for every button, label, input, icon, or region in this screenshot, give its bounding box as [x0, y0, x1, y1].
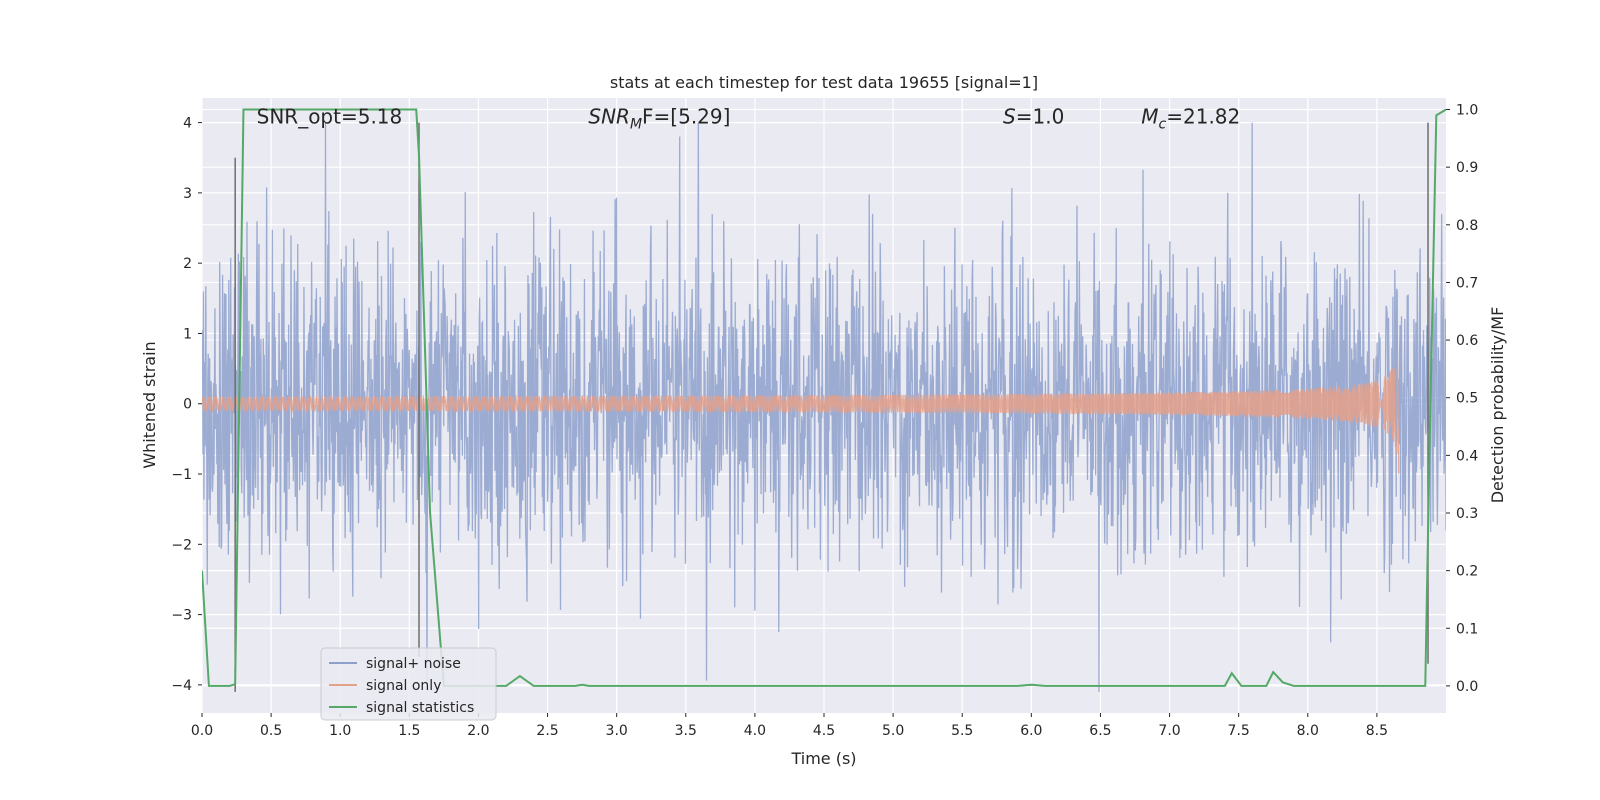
statistics-line [202, 108, 1446, 687]
annotation-subscript: M [630, 117, 642, 133]
x-tick-label: 3.0 [606, 723, 628, 739]
chirp-line [202, 358, 1400, 474]
x-tick-label: 0.5 [260, 723, 282, 739]
y2-tick-label: 0.9 [1456, 160, 1478, 176]
y-tick-label: −4 [171, 678, 192, 694]
y2-tick-label: 0.1 [1456, 621, 1478, 637]
y2-tick-label: 0.8 [1456, 218, 1478, 234]
x-tick-label: 8.0 [1297, 723, 1319, 739]
y2-tick-label: 0.4 [1456, 448, 1478, 464]
chart-title: stats at each timestep for test data 196… [610, 73, 1038, 92]
x-tick-label: 8.5 [1366, 723, 1388, 739]
annotation-value: =21.82 [1166, 105, 1240, 129]
y-tick-label: 4 [183, 116, 192, 132]
x-tick-label: 6.5 [1089, 723, 1111, 739]
x-tick-label: 5.0 [882, 723, 904, 739]
annotation-subscript: c [1159, 117, 1167, 133]
x-tick-label: 4.5 [813, 723, 835, 739]
annotation-value: =1.0 [1016, 105, 1065, 129]
y-tick-label: 3 [183, 186, 192, 202]
legend: signal+ noise signal only signal statistic… [320, 647, 497, 721]
x-tick-label: 1.5 [398, 723, 420, 739]
x-axis-title: Time (s) [790, 749, 856, 768]
annotation: SNRMF=[5.29] [588, 105, 730, 133]
x-tick-label: 2.0 [467, 723, 489, 739]
y2-tick-label: 0.0 [1456, 679, 1478, 695]
annotation-symbol: M [1141, 105, 1158, 129]
x-tick-label: 7.5 [1228, 723, 1250, 739]
y-tick-label: 2 [183, 256, 192, 272]
y-axis-title: Whitened strain [140, 341, 159, 468]
y2-tick-label: 0.7 [1456, 275, 1478, 291]
y-tick-label: −3 [171, 608, 192, 624]
y2-axis-title: Detection probability/MF [1488, 307, 1507, 504]
annotation: Mc=21.82 [1141, 105, 1240, 133]
x-tick-label: 7.0 [1158, 723, 1180, 739]
legend-label: signal statistics [366, 700, 474, 716]
x-tick-label: 6.0 [1020, 723, 1042, 739]
annotation-symbol: SNR [588, 105, 630, 129]
signal-statistics-series [202, 108, 1446, 687]
signal-only-series [202, 358, 1400, 474]
y2-tick-label: 1.0 [1456, 103, 1478, 119]
y2-tick-label: 0.3 [1456, 506, 1478, 522]
x-tick-label: 5.5 [951, 723, 973, 739]
y2-tick-label: 0.2 [1456, 564, 1478, 580]
axes: 0.0 0.5 1.0 1.5 2.0 2.5 3.0 3.5 4.0 4.5 5.0 5.5 6.0 6… [171, 103, 1478, 739]
y-tick-label: 0 [183, 397, 192, 413]
x-tick-label: 2.5 [536, 723, 558, 739]
x-tick-label: 0.0 [191, 723, 213, 739]
x-tick-label: 1.0 [329, 723, 351, 739]
annotation-symbol: S [1003, 105, 1016, 129]
y2-tick-label: 0.6 [1456, 333, 1478, 349]
annotations: SNR_opt=5.18 SNRMF=[5.29] S=1.0 Mc=21.82 [257, 105, 1241, 133]
x-tick-label: 4.0 [744, 723, 766, 739]
x-tick-label: 3.5 [675, 723, 697, 739]
y2-tick-label: 0.5 [1456, 391, 1478, 407]
legend-label: signal+ noise [366, 656, 461, 672]
y-tick-label: −1 [171, 467, 192, 483]
legend-box [320, 647, 497, 721]
annotation-value: F=[5.29] [642, 105, 730, 129]
annotation: S=1.0 [1003, 105, 1064, 129]
y-tick-label: 1 [183, 326, 192, 342]
legend-label: signal only [366, 678, 441, 694]
annotation: SNR_opt=5.18 [257, 105, 403, 129]
y-tick-label: −2 [171, 537, 192, 553]
